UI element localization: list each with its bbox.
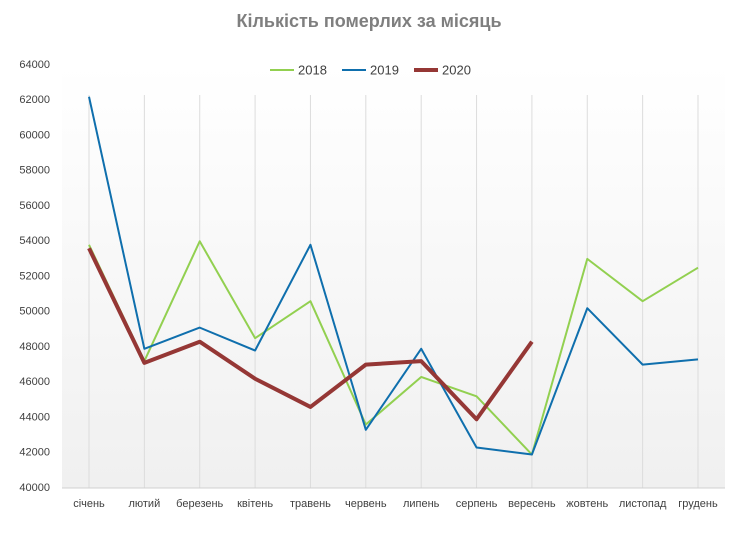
x-tick-label: грудень xyxy=(678,498,718,510)
x-tick-label: січень xyxy=(73,498,105,510)
y-tick-label: 56000 xyxy=(19,200,50,212)
y-tick-label: 46000 xyxy=(19,376,50,388)
x-tick-label: листопад xyxy=(619,498,667,510)
x-tick-label: липень xyxy=(403,498,440,510)
plot-area xyxy=(62,65,725,488)
y-tick-label: 48000 xyxy=(19,341,50,353)
line-series xyxy=(88,96,699,456)
legend-label: 2020 xyxy=(442,62,471,77)
chart-title: Кількість померлих за місяць xyxy=(236,11,501,31)
y-tick-label: 62000 xyxy=(19,94,50,106)
y-tick-label: 50000 xyxy=(19,306,50,318)
x-tick-label: червень xyxy=(345,498,387,510)
x-tick-label: лютий xyxy=(128,498,160,510)
y-tick-label: 42000 xyxy=(19,447,50,459)
x-tick-label: жовтень xyxy=(566,498,608,510)
legend-label: 2018 xyxy=(298,62,327,77)
y-tick-label: 64000 xyxy=(19,59,50,71)
x-tick-label: серпень xyxy=(456,498,498,510)
x-tick-label: вересень xyxy=(508,498,556,510)
legend-label: 2019 xyxy=(370,62,399,77)
y-tick-label: 52000 xyxy=(19,270,50,282)
y-tick-label: 40000 xyxy=(19,482,50,494)
x-tick-label: травень xyxy=(290,498,331,510)
y-tick-label: 60000 xyxy=(19,129,50,141)
x-tick-label: квітень xyxy=(237,498,273,510)
line-series xyxy=(87,247,534,422)
y-tick-label: 54000 xyxy=(19,235,50,247)
line-series xyxy=(88,240,699,456)
y-tick-label: 44000 xyxy=(19,411,50,423)
y-tick-label: 58000 xyxy=(19,165,50,177)
x-tick-label: березень xyxy=(176,498,223,510)
